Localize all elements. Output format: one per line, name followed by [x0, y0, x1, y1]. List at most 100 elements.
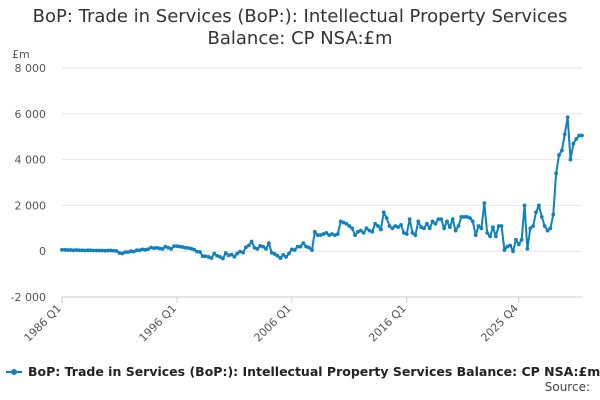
data-point	[97, 248, 102, 253]
data-point	[335, 232, 340, 236]
data-point	[318, 233, 323, 238]
data-point	[442, 226, 446, 231]
data-point	[381, 210, 386, 215]
data-point	[258, 244, 263, 248]
data-point	[177, 244, 182, 249]
y-tick-label: 4 000	[15, 154, 47, 167]
data-point	[356, 229, 360, 234]
data-point	[126, 250, 130, 255]
data-point	[459, 214, 464, 219]
data-point	[479, 226, 484, 231]
data-point	[241, 250, 245, 255]
data-point	[114, 249, 119, 253]
data-point	[129, 249, 133, 254]
data-point	[209, 256, 214, 260]
data-point	[103, 248, 107, 253]
data-point	[514, 237, 518, 242]
data-point	[482, 201, 487, 206]
data-point	[243, 245, 248, 250]
data-point	[410, 230, 415, 235]
data-point	[298, 244, 303, 249]
data-point	[456, 224, 461, 228]
data-point	[407, 217, 412, 222]
data-point	[347, 224, 352, 228]
data-point	[333, 233, 337, 238]
data-point	[491, 225, 495, 230]
data-point	[71, 248, 76, 253]
data-point	[522, 203, 527, 208]
data-point	[266, 241, 271, 246]
series-points	[60, 115, 584, 261]
data-point	[562, 132, 567, 137]
data-point	[396, 225, 401, 230]
data-point	[255, 247, 260, 251]
data-point	[154, 245, 159, 250]
data-point	[272, 252, 277, 256]
data-point	[212, 251, 217, 256]
data-point	[531, 224, 536, 228]
data-point	[422, 226, 426, 231]
data-point	[226, 253, 231, 258]
data-point	[557, 153, 561, 157]
data-point	[370, 229, 375, 234]
chart-title-line-1: BoP: Trade in Services (BoP:): Intellect…	[32, 6, 568, 27]
data-point	[390, 226, 395, 231]
data-point	[341, 220, 346, 225]
data-point	[284, 255, 288, 259]
data-point	[192, 247, 197, 252]
data-point	[229, 252, 234, 257]
data-point	[261, 244, 266, 249]
data-point	[430, 219, 435, 224]
data-point	[534, 210, 538, 215]
data-point	[111, 248, 116, 253]
data-point	[74, 248, 79, 252]
data-point	[68, 248, 73, 252]
data-point	[439, 217, 444, 222]
data-point	[189, 246, 194, 251]
data-point	[545, 228, 550, 233]
data-point	[488, 234, 492, 239]
data-point	[180, 245, 185, 249]
data-point	[361, 230, 366, 235]
chart-title: BoP: Trade in Services (BoP:): Intellect…	[0, 6, 600, 50]
data-point	[502, 248, 507, 252]
data-point	[215, 253, 220, 258]
data-point	[275, 253, 280, 258]
data-point	[401, 230, 406, 235]
data-point	[186, 246, 191, 250]
data-point	[238, 249, 243, 254]
data-point	[77, 248, 82, 253]
data-point	[537, 203, 541, 208]
data-point	[327, 233, 332, 238]
data-point	[436, 217, 441, 222]
data-point	[384, 216, 389, 220]
legend[interactable]: BoP: Trade in Services (BoP:): Intellect…	[6, 364, 600, 379]
data-point	[117, 251, 122, 255]
data-point	[175, 244, 179, 249]
data-point	[574, 137, 579, 141]
data-point	[315, 233, 320, 238]
data-point	[220, 256, 225, 261]
data-point	[166, 245, 171, 250]
data-point	[559, 148, 564, 153]
data-point	[427, 226, 432, 231]
data-point	[399, 222, 403, 227]
x-tick-label: 1996 Q1	[137, 302, 180, 345]
chart-title-line-2: Balance: CP NSA:£m	[207, 28, 393, 49]
data-point	[565, 115, 570, 120]
data-point	[195, 249, 199, 254]
data-point	[80, 248, 85, 253]
data-point	[364, 226, 369, 231]
data-point	[157, 246, 162, 251]
data-point	[62, 247, 67, 252]
data-point	[470, 219, 475, 224]
data-point	[88, 248, 93, 253]
data-point	[252, 245, 257, 250]
y-tick-label: 6 000	[15, 108, 47, 121]
y-tick-label: 2 000	[15, 199, 47, 212]
data-point	[307, 245, 311, 250]
data-point	[246, 243, 251, 248]
data-point	[218, 255, 222, 259]
data-point	[65, 248, 70, 252]
series-line	[62, 116, 582, 260]
